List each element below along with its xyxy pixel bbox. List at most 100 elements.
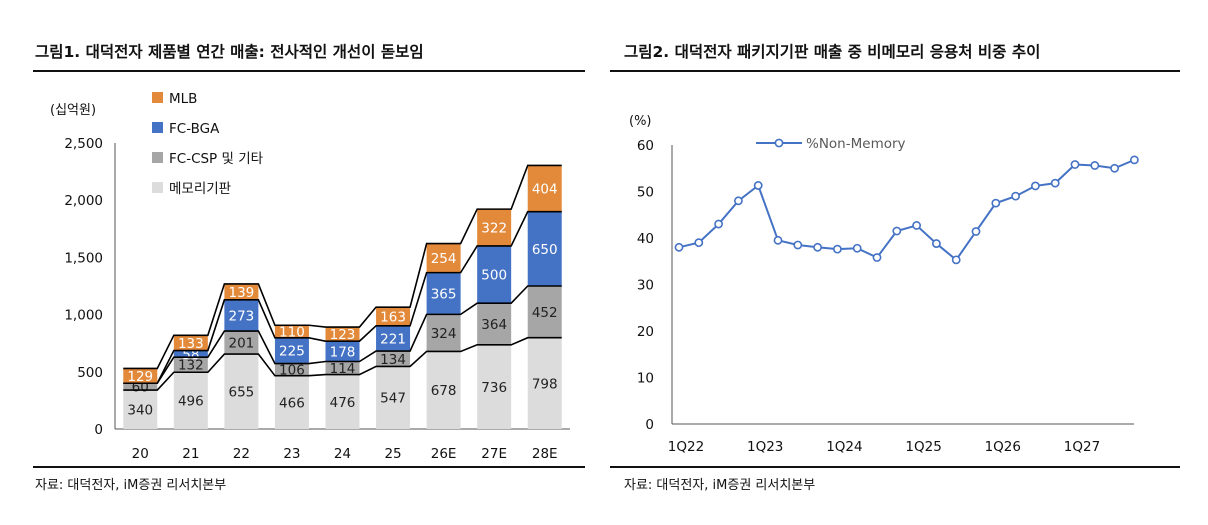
bar-segment [325,361,360,375]
figure-1-bottom-rule [33,466,585,468]
bar-segment [376,325,411,352]
data-point [1030,181,1040,191]
bar-segment [123,383,158,391]
x-tick-label: 26E [431,446,457,462]
figure-1-top-rule [33,70,585,72]
x-tick-label: 1Q23 [747,439,783,455]
data-label: 114 [330,361,356,377]
data-point [1110,163,1119,173]
data-point [694,238,704,248]
legend-marker [774,138,784,148]
bar-segment [426,351,461,429]
x-tick-label: 1Q26 [985,439,1021,455]
bar-segment [274,325,309,338]
data-label: 110 [279,325,305,341]
data-point [1090,161,1100,170]
data-label: 178 [330,344,356,360]
data-point [1130,155,1139,165]
legend-label: FC-CSP 및 기타 [169,151,264,167]
data-label: 129 [127,369,153,385]
connector-line [123,164,562,370]
bar-segment [477,209,512,246]
data-label: 365 [431,286,457,302]
data-point [1011,191,1020,201]
data-point [951,255,961,265]
data-label: 476 [330,395,356,411]
data-point [674,242,684,252]
y-tick-label: 30 [637,278,654,294]
data-label: 134 [380,352,406,368]
bar-segment [224,331,259,355]
x-tick-label: 22 [233,446,250,462]
data-label: 340 [127,403,153,419]
data-label: 798 [532,376,558,392]
legend-label: %Non-Memory [806,136,906,152]
bar-segment [224,299,259,332]
bar-segment [123,368,158,384]
data-point [872,253,882,262]
y-tick-label: 1,500 [64,250,103,266]
x-tick-label: 20 [132,446,149,462]
bar-segment [426,243,461,273]
data-label: 736 [481,380,507,396]
bar-segment [173,372,208,429]
y-tick-label: 50 [637,185,654,201]
data-label: 163 [380,309,406,325]
data-point [991,198,1001,208]
figure-2-top-rule [610,70,1180,72]
stacked-bar-chart: (십억원) 0 500 1,000 1,500 2,000 2,500 340 496 655 46… [50,91,570,462]
y-tick-label: 500 [77,365,103,381]
bar-segment [477,245,512,304]
bar-segment [426,314,461,352]
data-label: 650 [532,242,558,258]
figure-2-title: 그림2. 대덕전자 패키지기판 매출 중 비메모리 응용처 비중 추이 [624,43,1041,61]
legend-swatch [152,152,163,163]
bar-segment [274,337,309,364]
data-point [892,226,902,236]
x-tick-label: 28E [532,446,558,462]
x-tick-label: 25 [384,446,401,462]
data-label: 254 [431,251,457,267]
data-point [1050,178,1060,188]
data-point [912,221,921,230]
bar-segment [173,335,208,351]
bar-segment [376,366,411,429]
legend-label: MLB [169,91,197,107]
data-point [852,243,862,253]
data-label: 225 [279,344,305,360]
figure-2-bottom-rule [610,466,1180,468]
legend-label: FC-BGA [169,121,220,137]
data-label: 452 [532,305,558,321]
data-label: 500 [481,268,507,284]
x-tick-label: 1Q22 [668,439,704,455]
line-chart: (%) 0 10 20 30 40 50 60 1Q22 1Q23 1Q24 1Q25 1Q26 1Q27… [629,114,1139,455]
bar-segment [274,375,309,429]
bar-segment [173,357,208,373]
data-point [733,196,743,206]
data-point [971,227,981,236]
data-label: 106 [279,363,305,379]
data-point [753,181,763,190]
y-tick-label: 2,500 [64,136,103,152]
bar-segment [325,327,360,342]
data-label: 133 [178,336,204,352]
connector-line [123,210,562,385]
data-label: 273 [228,308,254,324]
bar-segment [173,350,208,358]
bar-segment [224,354,259,429]
data-label: 221 [380,331,406,347]
bar-segment [224,283,259,300]
bar-segment [527,165,562,212]
bar-segment [376,351,411,367]
y-tick-label: 20 [637,324,654,340]
data-label: 678 [431,383,457,399]
legend-swatch [152,122,163,133]
y-unit-label: (십억원) [50,103,96,118]
x-tick-label: 23 [283,446,300,462]
data-label: 322 [481,221,507,237]
x-tick-label: 27E [481,446,507,462]
data-label: 496 [178,394,204,410]
data-point [931,239,941,248]
y-tick-label: 40 [637,231,654,247]
bar-segment [527,337,562,429]
